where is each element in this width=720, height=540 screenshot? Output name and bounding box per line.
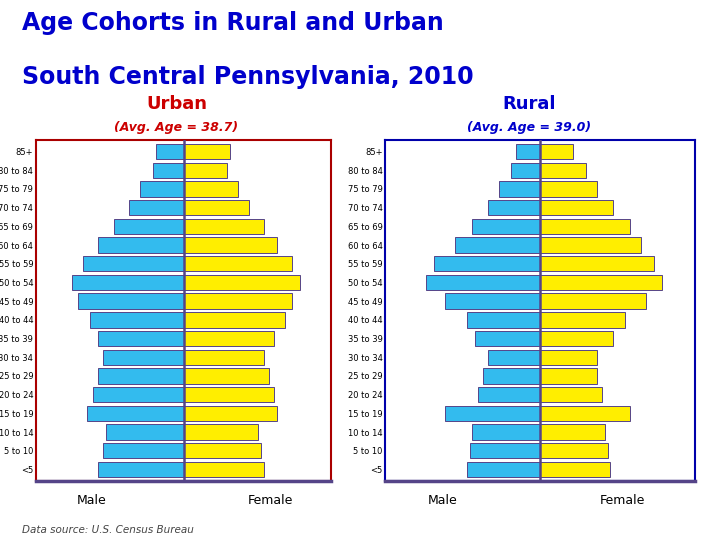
Bar <box>472 219 540 234</box>
Bar <box>184 256 292 272</box>
Bar <box>103 443 184 458</box>
Text: Female: Female <box>600 494 646 507</box>
Bar <box>140 181 184 197</box>
Bar <box>446 406 540 421</box>
Bar <box>98 368 184 383</box>
Bar <box>478 387 540 402</box>
Bar <box>98 238 184 253</box>
Bar <box>540 406 629 421</box>
Bar <box>184 406 276 421</box>
Bar <box>488 200 540 215</box>
Bar <box>499 181 540 197</box>
Bar <box>540 219 629 234</box>
Bar <box>184 462 264 477</box>
Bar <box>540 163 585 178</box>
Bar <box>184 238 276 253</box>
Bar <box>426 275 540 290</box>
Text: (Avg. Age = 39.0): (Avg. Age = 39.0) <box>467 122 591 134</box>
Bar <box>184 144 230 159</box>
Bar <box>540 387 602 402</box>
Bar <box>446 294 540 309</box>
Bar <box>455 238 540 253</box>
Bar <box>91 312 184 327</box>
Bar <box>516 144 540 159</box>
Bar <box>470 443 540 458</box>
Bar <box>184 219 264 234</box>
Text: Urban: Urban <box>146 96 207 113</box>
Bar <box>434 256 540 272</box>
Text: (Avg. Age = 38.7): (Avg. Age = 38.7) <box>114 122 238 134</box>
Bar <box>467 312 540 327</box>
Text: Data source: U.S. Census Bureau: Data source: U.S. Census Bureau <box>22 524 194 535</box>
Bar <box>540 238 641 253</box>
Bar <box>129 200 184 215</box>
Bar <box>184 275 300 290</box>
Bar <box>540 294 646 309</box>
Bar <box>184 331 274 346</box>
Bar <box>83 256 184 272</box>
Bar <box>540 462 610 477</box>
Bar <box>540 181 597 197</box>
Bar <box>540 256 654 272</box>
Text: Male: Male <box>428 494 458 507</box>
Bar <box>184 443 261 458</box>
Bar <box>540 424 606 440</box>
Bar <box>472 424 540 440</box>
Bar <box>103 349 184 365</box>
Bar <box>184 163 227 178</box>
Bar <box>114 219 184 234</box>
Bar <box>540 312 625 327</box>
Bar <box>488 349 540 365</box>
Bar <box>184 424 258 440</box>
Bar <box>184 368 269 383</box>
Bar <box>153 163 184 178</box>
Text: Rural: Rural <box>503 96 556 113</box>
Bar <box>184 181 238 197</box>
Bar <box>540 144 572 159</box>
Bar <box>72 275 184 290</box>
Bar <box>540 275 662 290</box>
Bar <box>184 349 264 365</box>
Bar <box>467 462 540 477</box>
Bar <box>87 406 184 421</box>
Text: Female: Female <box>247 494 293 507</box>
Bar <box>184 200 249 215</box>
Text: South Central Pennsylvania, 2010: South Central Pennsylvania, 2010 <box>22 65 473 89</box>
Text: Age Cohorts in Rural and Urban: Age Cohorts in Rural and Urban <box>22 11 444 35</box>
Bar <box>540 200 613 215</box>
Bar <box>540 368 597 383</box>
Bar <box>156 144 184 159</box>
Bar <box>540 331 613 346</box>
Text: Male: Male <box>76 494 107 507</box>
Bar <box>184 387 274 402</box>
Bar <box>474 331 540 346</box>
Bar <box>98 331 184 346</box>
Bar <box>98 462 184 477</box>
Bar <box>94 387 184 402</box>
Bar <box>106 424 184 440</box>
Bar <box>184 312 284 327</box>
Bar <box>483 368 540 383</box>
Bar <box>78 294 184 309</box>
Bar <box>184 294 292 309</box>
Bar <box>540 349 597 365</box>
Bar <box>540 443 608 458</box>
Bar <box>510 163 540 178</box>
